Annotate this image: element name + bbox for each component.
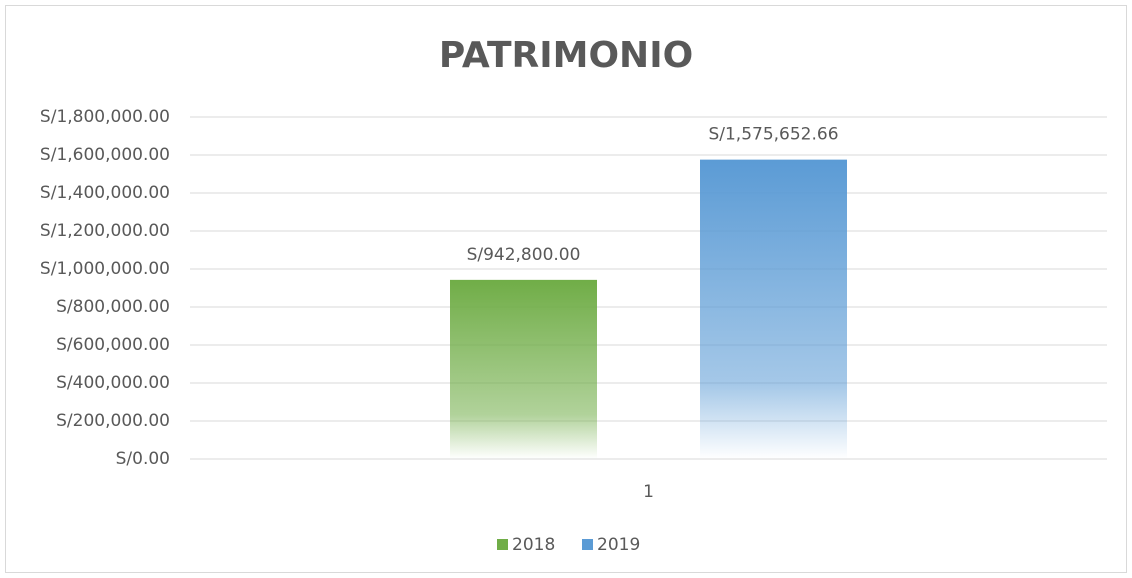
y-tick-label: S/200,000.00: [56, 411, 170, 431]
y-tick-label: S/600,000.00: [56, 335, 170, 355]
y-tick-label: S/800,000.00: [56, 297, 170, 317]
legend-swatch: [497, 539, 508, 550]
y-tick-label: S/1,600,000.00: [40, 145, 170, 165]
y-tick-label: S/1,800,000.00: [40, 107, 170, 127]
data-label: S/942,800.00: [467, 245, 581, 265]
y-tick-label: S/1,200,000.00: [40, 221, 170, 241]
legend-label: 2018: [512, 535, 555, 555]
bar: [450, 279, 597, 459]
y-tick-label: S/1,400,000.00: [40, 183, 170, 203]
y-tick-label: S/1,000,000.00: [40, 259, 170, 279]
legend-label: 2019: [597, 535, 640, 555]
chart-title: PATRIMONIO: [439, 35, 693, 76]
y-tick-label: S/400,000.00: [56, 373, 170, 393]
y-tick-label: S/0.00: [116, 449, 170, 469]
bar: [700, 159, 847, 460]
legend-swatch: [582, 539, 593, 550]
data-label: S/1,575,652.66: [708, 125, 838, 145]
x-tick-label: 1: [643, 482, 654, 502]
